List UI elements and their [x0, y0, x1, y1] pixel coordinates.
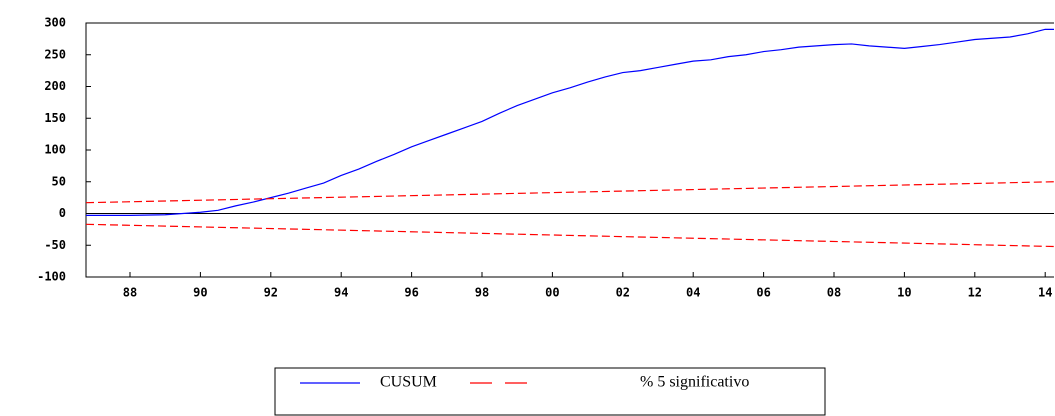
x-tick-label: 06	[756, 286, 770, 300]
legend: CUSUM % 5 significativo	[300, 374, 749, 391]
line-series	[85, 181, 1055, 204]
y-tick-label: 0	[59, 206, 66, 220]
x-tick-label: 94	[334, 286, 348, 300]
x-tick-label: 08	[827, 286, 841, 300]
line-series-lower	[85, 223, 1055, 248]
legend-box	[274, 367, 826, 416]
legend-label: CUSUM	[380, 374, 437, 391]
x-tick-label: 14	[1038, 286, 1052, 300]
y-tick-label: -100	[37, 270, 66, 284]
y-tick-label: 100	[44, 143, 66, 157]
x-tick-label: 98	[475, 286, 489, 300]
x-tick-label: 10	[897, 286, 911, 300]
x-tick-label: 00	[545, 286, 559, 300]
line-series	[86, 28, 1054, 217]
legend-label: % 5 significativo	[640, 374, 749, 391]
x-tick-label: 02	[616, 286, 630, 300]
plot-area: -100 -50 0 50 100 150 200 250 300 88 90 92 94 96 98 00 0…	[37, 16, 1055, 300]
y-tick-label: 50	[52, 174, 66, 188]
x-tick-label: 92	[264, 286, 278, 300]
y-tick-label: 250	[44, 47, 66, 61]
y-tick-label: 200	[44, 79, 66, 93]
y-tick-label: 150	[44, 111, 66, 125]
x-tick-label: 90	[193, 286, 207, 300]
x-tick-label: 04	[686, 286, 700, 300]
y-tick-label: -50	[44, 238, 66, 252]
x-tick-label: 96	[404, 286, 418, 300]
x-tick-label: 88	[123, 286, 137, 300]
x-tick-label: 12	[968, 286, 982, 300]
y-tick-label: 300	[44, 16, 66, 30]
